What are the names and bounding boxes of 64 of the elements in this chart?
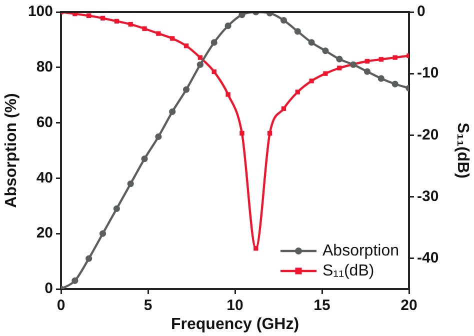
point [156, 31, 161, 36]
point [281, 106, 286, 111]
point [196, 61, 204, 68]
point [127, 180, 134, 188]
y-tick-label: 60 [36, 114, 53, 131]
point [128, 22, 133, 27]
point [155, 133, 162, 140]
point [378, 57, 384, 62]
point [113, 205, 120, 212]
x-axis-title: Frequency (GHz) [170, 316, 300, 333]
point [238, 12, 246, 18]
point [378, 75, 384, 82]
y-axis-title: Absorption (%) [3, 93, 20, 208]
legend-label: Absorption [322, 242, 400, 260]
x-tick-label: 20 [400, 297, 418, 314]
y-tick-label: 40 [36, 169, 53, 186]
y-tick-label: 0 [44, 280, 53, 298]
y-tick-label: 20 [36, 224, 53, 242]
point [392, 55, 398, 60]
point [182, 86, 190, 93]
point [240, 130, 244, 136]
point [336, 56, 343, 62]
point [210, 39, 218, 46]
point [392, 80, 398, 88]
y-tick-label: 100 [28, 3, 53, 20]
y2-tick-label: -10 [417, 64, 439, 82]
y2-tick-label: -40 [417, 249, 439, 266]
y2-axis-title: S₁₁(dB) [454, 122, 471, 178]
point [169, 108, 176, 116]
point [364, 58, 370, 64]
point [267, 130, 272, 136]
point [100, 16, 106, 20]
point [322, 47, 329, 54]
legend-label: S₁₁(dB) [322, 262, 374, 280]
point [141, 156, 148, 162]
y2-tick-label: -30 [417, 188, 439, 205]
point [295, 90, 300, 94]
point [254, 246, 258, 251]
x-tick-label: 5 [144, 297, 152, 314]
y2-tick-label: -20 [417, 126, 439, 144]
x-tick-label: 15 [314, 297, 330, 314]
point [142, 26, 147, 31]
point [212, 69, 216, 74]
point [72, 277, 78, 284]
point [99, 230, 106, 237]
point [294, 28, 301, 35]
y2-tick-label: 0 [417, 3, 426, 20]
point [184, 44, 189, 48]
point [309, 78, 314, 84]
point [364, 68, 371, 75]
point [86, 13, 92, 18]
y-tick-label: 80 [36, 58, 53, 76]
point [280, 17, 288, 24]
point [198, 55, 203, 60]
point [323, 71, 328, 76]
x-tick-label: 0 [56, 297, 66, 314]
x-tick-label: 10 [226, 297, 244, 314]
point [170, 36, 175, 41]
point [86, 255, 92, 262]
point [337, 66, 342, 70]
point [224, 22, 232, 30]
point [114, 18, 120, 24]
point [226, 92, 230, 97]
point [308, 39, 315, 46]
